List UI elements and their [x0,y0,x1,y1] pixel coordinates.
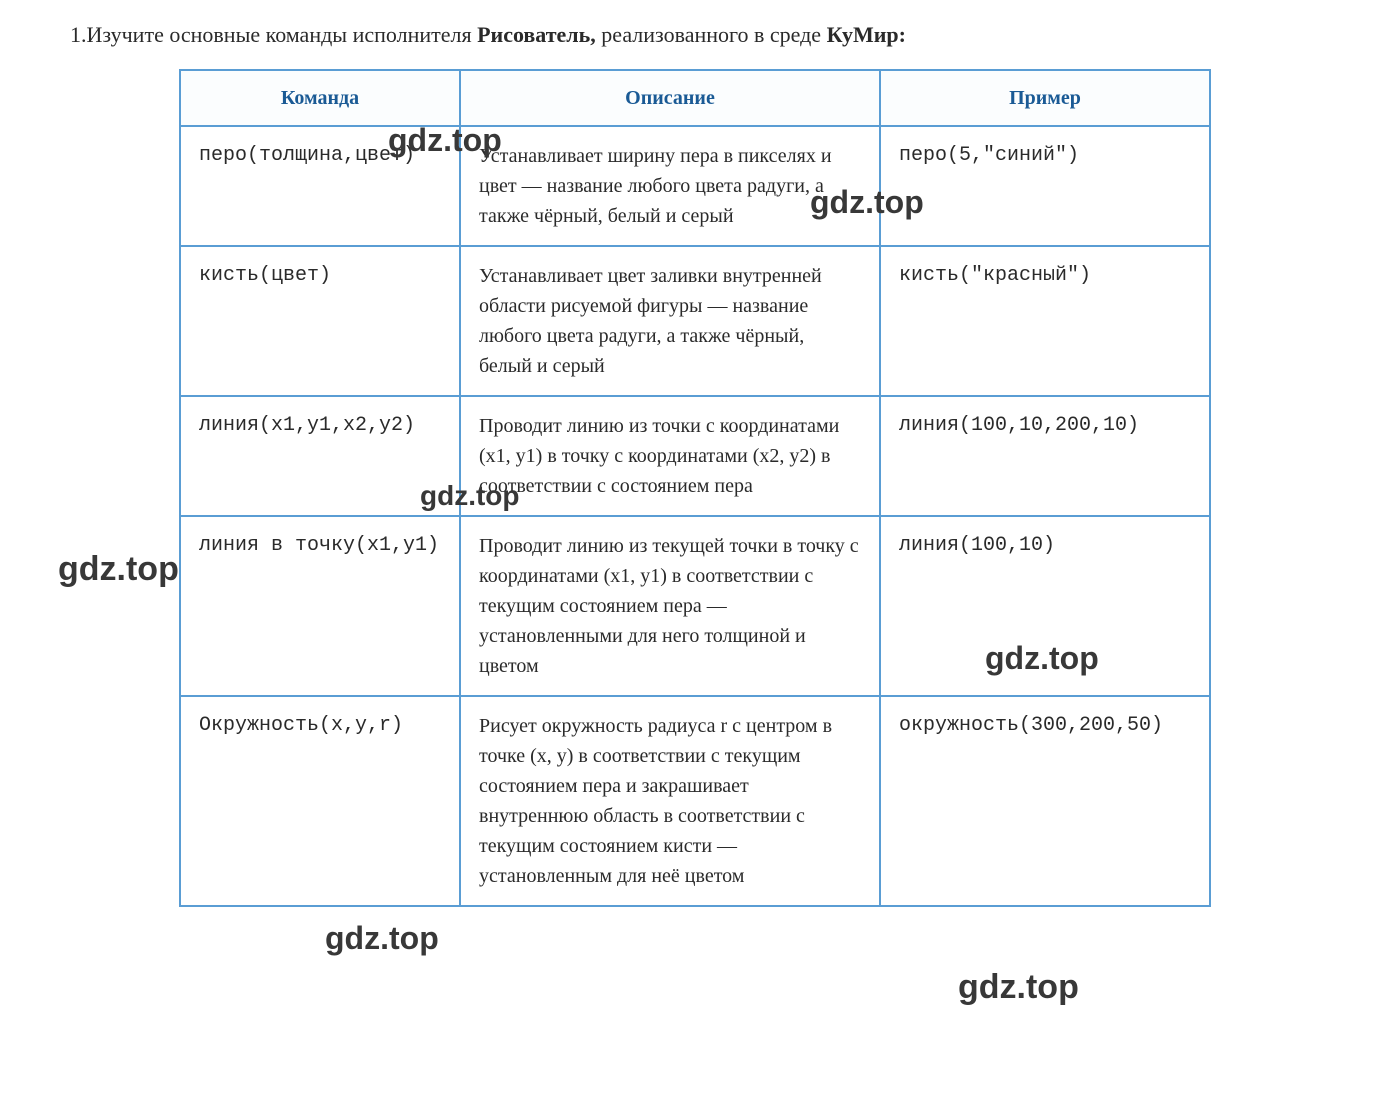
th-description: Описание [460,70,880,126]
intro-paragraph: 1.Изучите основные команды исполнителя Р… [30,20,1360,51]
cell-example: окружность(300,200,50) [880,696,1210,906]
table-row: линия(x1,y1,x2,y2) Проводит линию из точ… [180,396,1210,516]
cell-description: Устанавливает ширину пера в пикселях и ц… [460,126,880,246]
th-command: Команда [180,70,460,126]
cell-description: Рисует окружность радиуса r с центром в … [460,696,880,906]
cell-command: линия(x1,y1,x2,y2) [180,396,460,516]
table-wrap: Команда Описание Пример перо(толщина,цве… [30,69,1360,907]
page-root: 1.Изучите основные команды исполнителя Р… [30,20,1360,907]
table-row: перо(толщина,цвет) Устанавливает ширину … [180,126,1210,246]
cell-example: линия(100,10,200,10) [880,396,1210,516]
table-body: перо(толщина,цвет) Устанавливает ширину … [180,126,1210,906]
commands-table: Команда Описание Пример перо(толщина,цве… [179,69,1211,907]
watermark-text: gdz.top [958,968,1079,1007]
watermark-text: gdz.top [325,920,439,957]
cell-command: Окружность(x,y,r) [180,696,460,906]
intro-text-1: 1.Изучите основные команды исполнителя [70,22,477,47]
cell-example: кисть("красный") [880,246,1210,396]
table-row: линия в точку(x1,y1) Проводит линию из т… [180,516,1210,696]
cell-description: Проводит линию из точки с координатами (… [460,396,880,516]
table-header-row: Команда Описание Пример [180,70,1210,126]
cell-example: перо(5,"синий") [880,126,1210,246]
intro-bold-1: Рисователь, [477,22,596,47]
intro-text-2: реализованного в среде [596,22,827,47]
cell-command: линия в точку(x1,y1) [180,516,460,696]
table-row: Окружность(x,y,r) Рисует окружность ради… [180,696,1210,906]
intro-bold-2: КуМир: [827,22,906,47]
cell-description: Устанавливает цвет заливки внутренней об… [460,246,880,396]
cell-description: Проводит линию из текущей точки в точку … [460,516,880,696]
cell-command: перо(толщина,цвет) [180,126,460,246]
table-row: кисть(цвет) Устанавливает цвет заливки в… [180,246,1210,396]
cell-example: линия(100,10) [880,516,1210,696]
cell-command: кисть(цвет) [180,246,460,396]
th-example: Пример [880,70,1210,126]
